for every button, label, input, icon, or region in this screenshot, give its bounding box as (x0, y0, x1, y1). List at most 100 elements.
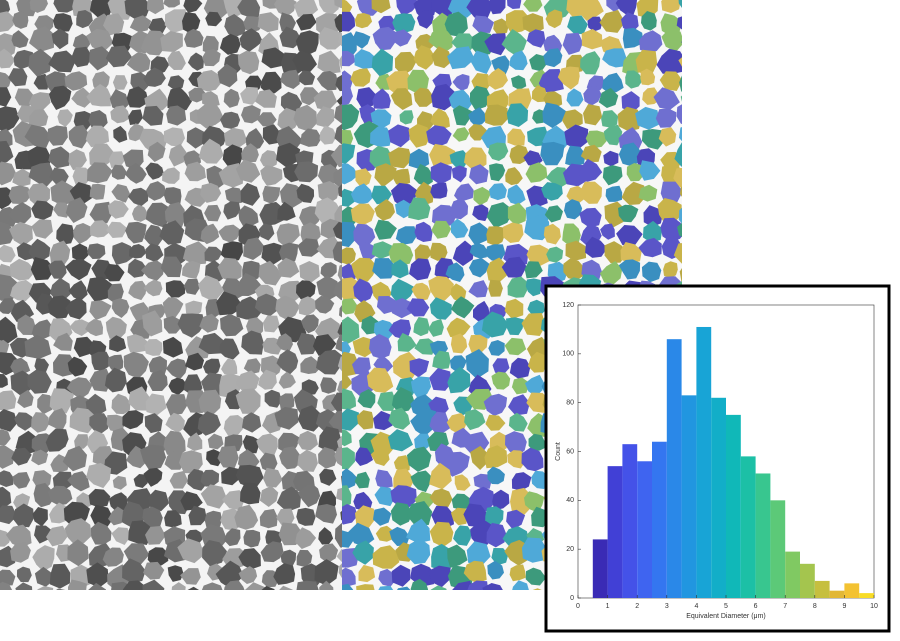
grain (31, 449, 49, 466)
grain (431, 46, 453, 69)
grain (638, 237, 662, 258)
grain (318, 447, 338, 469)
grain (257, 12, 279, 33)
grain (242, 412, 262, 433)
grain (244, 582, 266, 590)
grain (142, 506, 163, 530)
grain (371, 48, 394, 77)
grain (635, 106, 661, 130)
grain (255, 89, 277, 108)
grain (426, 125, 452, 147)
grain (330, 144, 342, 168)
grain (678, 57, 682, 67)
grain (315, 317, 342, 341)
grain (292, 50, 317, 74)
grain (186, 127, 206, 149)
grain (567, 15, 588, 35)
grain (354, 471, 370, 489)
grain (334, 447, 342, 467)
grain (106, 414, 126, 432)
grain (164, 202, 186, 228)
grain (430, 182, 448, 199)
grain (337, 380, 342, 396)
grain (220, 111, 241, 129)
x-tick-label: 5 (724, 603, 728, 610)
grain (239, 28, 263, 52)
bar (666, 339, 682, 598)
grain (72, 33, 91, 51)
grain (676, 16, 682, 30)
grain (334, 0, 342, 9)
grain (196, 70, 222, 92)
grain (180, 491, 203, 511)
grain (370, 126, 392, 147)
grain (147, 369, 168, 391)
grain (579, 158, 603, 182)
grain (342, 530, 355, 548)
grain (243, 16, 263, 33)
grain (602, 72, 624, 94)
grain (562, 32, 583, 55)
grain (378, 585, 394, 590)
grain (111, 527, 131, 545)
grain (373, 410, 393, 431)
grain (143, 467, 163, 487)
grain (653, 87, 680, 110)
grain (674, 142, 682, 167)
grain (201, 582, 223, 590)
grain (618, 259, 641, 280)
grain (34, 15, 54, 33)
grain (320, 377, 337, 394)
grain (163, 315, 181, 334)
grain (678, 207, 682, 224)
grain (296, 280, 316, 300)
bar (592, 539, 608, 598)
grain (413, 163, 433, 187)
grain (406, 518, 431, 544)
grain (127, 258, 148, 278)
grain (223, 127, 248, 149)
grain (241, 143, 259, 163)
grain (85, 125, 110, 148)
grain (602, 165, 623, 186)
grain (409, 358, 430, 378)
grain (31, 200, 54, 220)
grain (204, 246, 223, 263)
grain (273, 563, 296, 585)
grain (254, 293, 281, 316)
grain (297, 405, 322, 432)
grain (339, 305, 342, 318)
grain (414, 433, 431, 452)
grain (371, 0, 391, 14)
grain (663, 261, 678, 279)
grain (414, 338, 437, 355)
grain (140, 30, 169, 56)
grain (680, 95, 682, 102)
grain (388, 124, 410, 148)
grain (206, 449, 223, 467)
grain (334, 123, 342, 145)
grain (378, 568, 396, 587)
grain (28, 238, 51, 261)
grain (521, 447, 544, 472)
grain (256, 112, 277, 127)
grain (238, 548, 261, 570)
grain (73, 223, 93, 245)
grain (145, 162, 164, 180)
grain (108, 506, 127, 526)
grain (356, 410, 374, 430)
grain (318, 527, 334, 545)
grain (259, 485, 279, 507)
grain (142, 105, 164, 126)
grain (0, 11, 14, 32)
grain (370, 446, 390, 466)
grain (30, 257, 55, 281)
grain (164, 510, 182, 528)
grain (34, 358, 49, 374)
grain (76, 10, 93, 29)
bar (814, 580, 830, 598)
grain (89, 183, 106, 200)
grain (145, 526, 166, 545)
grain (488, 142, 509, 161)
grain (601, 110, 619, 128)
